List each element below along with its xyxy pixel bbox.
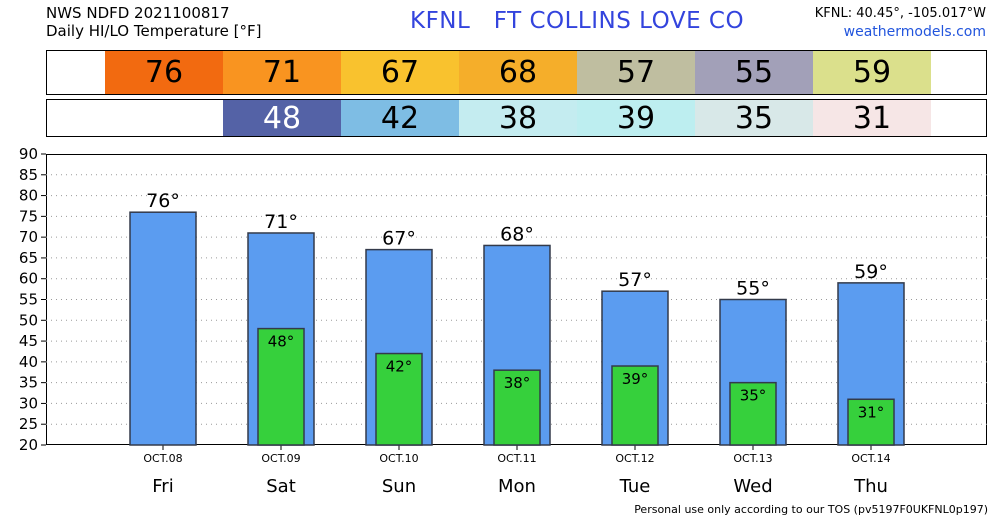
low-temp-value: 48°	[268, 333, 295, 351]
low-temp-value: 31°	[858, 403, 885, 421]
date-label: OCT.13	[733, 452, 772, 465]
station-title: KFNL FT COLLINS LOVE CO	[410, 8, 745, 34]
low-temp-bar	[847, 398, 895, 446]
y-tick-label: 60	[19, 270, 38, 288]
high-temp-value: 55°	[736, 278, 770, 300]
day-label: Sun	[382, 476, 416, 497]
low-temp-cell: 38	[459, 100, 577, 136]
y-tick-label: 75	[19, 207, 38, 225]
high-temp-value: 67°	[382, 228, 416, 250]
y-tick-label: 70	[19, 228, 38, 246]
high-temp-cell: 55	[695, 51, 813, 94]
low-temp-cell: 31	[813, 100, 931, 136]
coords-label: KFNL: 40.45°, -105.017°W	[814, 6, 986, 21]
y-tick-label: 25	[19, 415, 38, 433]
high-temp-cell: 68	[459, 51, 577, 94]
day-label: Fri	[152, 476, 173, 497]
day-label: Wed	[733, 476, 772, 497]
y-tick-label: 85	[19, 166, 38, 184]
low-temp-value: 39°	[622, 370, 649, 388]
low-temp-bar	[257, 327, 305, 446]
day-label: Tue	[619, 476, 651, 497]
low-temp-value: 42°	[386, 358, 413, 376]
y-tick-label: 90	[19, 145, 38, 163]
low-temp-strip: 48 42 38 39 35 31	[46, 99, 987, 137]
temperature-chart: 20 25 30 35 40 45 50 55 60 65 70 75 80 85 90 OCT.08 Fri O…	[19, 145, 987, 497]
high-temp-strip: 76 71 67 68 57 55 59	[46, 50, 987, 95]
y-tick-label: 65	[19, 249, 38, 267]
low-temp-cell: 35	[695, 100, 813, 136]
y-tick-label: 55	[19, 291, 38, 309]
site-link[interactable]: weathermodels.com	[843, 24, 986, 40]
model-run-label: NWS NDFD 2021100817	[46, 4, 230, 22]
high-temp-cell: 57	[577, 51, 695, 94]
low-temp-bar	[611, 365, 659, 446]
y-tick-label: 80	[19, 187, 38, 205]
date-label: OCT.11	[497, 452, 536, 465]
y-tick-label: 40	[19, 353, 38, 371]
low-temp-bar	[493, 369, 541, 446]
high-temp-value: 76°	[146, 190, 180, 212]
footer-note: Personal use only according to our TOS (…	[634, 503, 988, 516]
high-temp-cell: 59	[813, 51, 931, 94]
low-temp-bar	[729, 381, 777, 446]
date-label: OCT.10	[379, 452, 418, 465]
low-temp-bar	[375, 352, 423, 446]
y-tick-label: 45	[19, 332, 38, 350]
high-temp-value: 68°	[500, 223, 534, 245]
high-temp-cell: 76	[105, 51, 223, 94]
low-temp-cell: 42	[341, 100, 459, 136]
high-temp-value: 59°	[854, 261, 888, 283]
header-right: KFNL: 40.45°, -105.017°W weathermodels.c…	[815, 4, 986, 42]
low-temp-value: 38°	[504, 374, 531, 392]
date-label: OCT.14	[851, 452, 890, 465]
product-label: Daily HI/LO Temperature [°F]	[46, 22, 262, 40]
y-tick-label: 20	[19, 436, 38, 454]
date-label: OCT.12	[615, 452, 654, 465]
date-label: OCT.08	[143, 452, 182, 465]
high-temp-bar	[129, 211, 197, 446]
low-temp-value: 35°	[740, 387, 767, 405]
day-label: Thu	[853, 476, 888, 497]
y-tick-label: 50	[19, 311, 38, 329]
low-temp-cell: 39	[577, 100, 695, 136]
high-temp-value: 57°	[618, 269, 652, 291]
y-tick-label: 30	[19, 394, 38, 412]
high-temp-cell: 71	[223, 51, 341, 94]
date-label: OCT.09	[261, 452, 300, 465]
day-label: Mon	[498, 476, 536, 497]
header-left: NWS NDFD 2021100817 Daily HI/LO Temperat…	[46, 4, 262, 40]
day-label: Sat	[266, 476, 296, 497]
high-temp-value: 71°	[264, 211, 298, 233]
high-temp-cell: 67	[341, 51, 459, 94]
y-tick-label: 35	[19, 374, 38, 392]
low-temp-cell: 48	[223, 100, 341, 136]
